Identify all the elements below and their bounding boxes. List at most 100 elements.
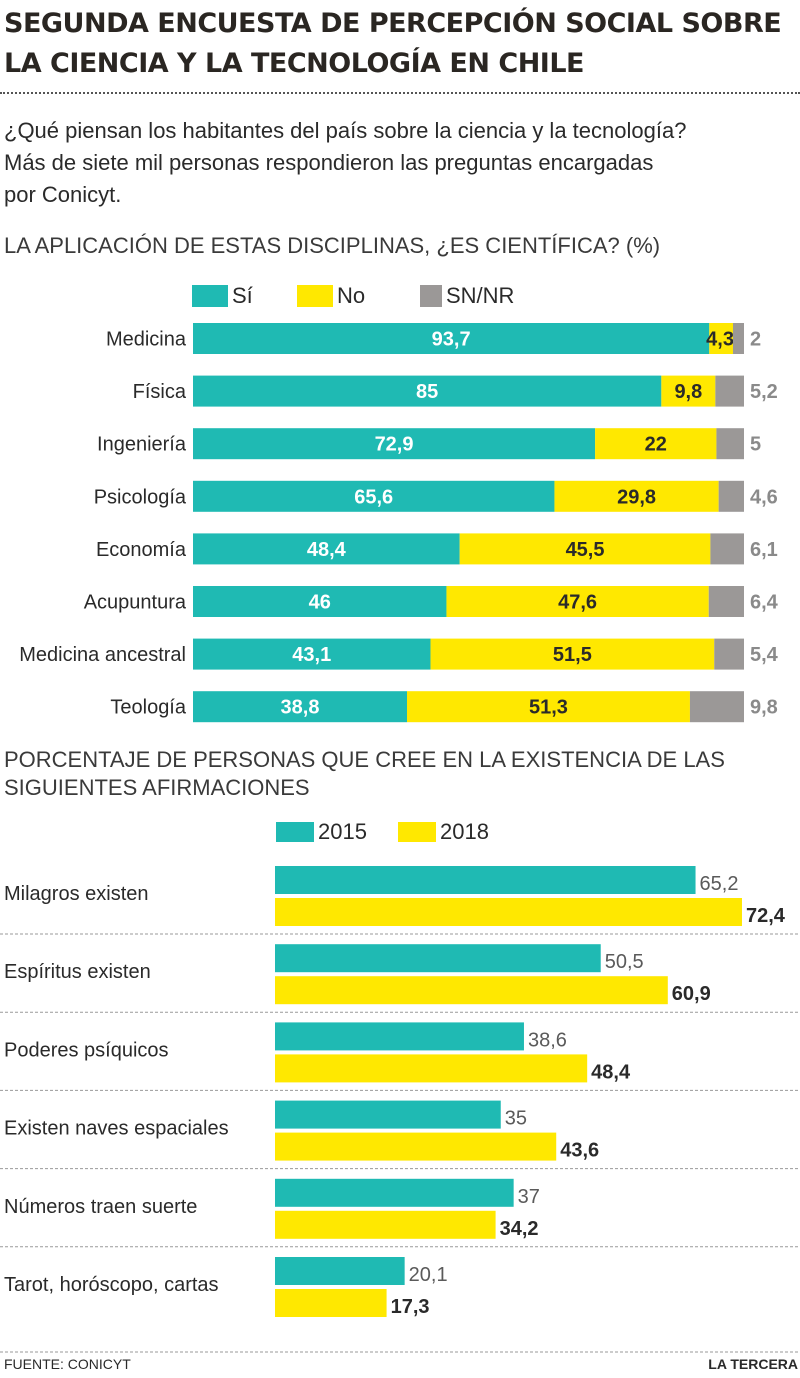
bar-si-economia bbox=[193, 533, 460, 565]
value-label-2018-numeros-traen-suerte: 34,2 bbox=[500, 1218, 539, 1240]
category-label-milagros-existen: Milagros existen bbox=[4, 883, 149, 905]
bar-si-acupuntura bbox=[193, 586, 447, 617]
value-label-no-psicologia: 29,8 bbox=[617, 486, 656, 508]
value-label-2018-milagros-existen: 72,4 bbox=[746, 905, 786, 927]
bar-2015-poderes-psiquicos bbox=[275, 1022, 524, 1051]
bar-sn-nr-ingenieria bbox=[716, 428, 744, 460]
value-label-no-fisica: 9,8 bbox=[674, 381, 702, 403]
category-label-espiritus-existen: Espíritus existen bbox=[4, 961, 151, 983]
section-2-title-text: PORCENTAJE DE PERSONAS QUE CREE EN LA EX… bbox=[4, 747, 725, 800]
bar-si-medicina bbox=[193, 323, 710, 354]
legend-item-snnr: SN/NR bbox=[420, 283, 514, 309]
bar-si-fisica bbox=[193, 375, 662, 407]
value-label-snnr-ingenieria: 5 bbox=[750, 434, 761, 456]
bar-no-economia bbox=[459, 533, 711, 565]
subtitle-line-2: Más de siete mil personas respondieron l… bbox=[4, 150, 654, 175]
bar-2015-tarot-horoscopo-cartas bbox=[275, 1257, 405, 1285]
value-label-2018-poderes-psiquicos: 48,4 bbox=[591, 1061, 631, 1083]
category-label-psicologia: Psicología bbox=[94, 486, 187, 508]
value-label-no-teologia: 51,3 bbox=[529, 697, 568, 719]
bar-no-acupuntura bbox=[446, 586, 709, 617]
bar-no-medicina-ancestral bbox=[430, 638, 715, 670]
title-divider bbox=[0, 92, 800, 94]
legend-item-2015: 2015 bbox=[276, 819, 367, 845]
bar-2018-milagros-existen bbox=[275, 898, 742, 926]
bar-2018-numeros-traen-suerte bbox=[275, 1210, 496, 1239]
value-label-si-teologia: 38,8 bbox=[281, 697, 320, 719]
value-label-snnr-economia: 6,1 bbox=[750, 539, 778, 561]
bar-sn-nr-medicina-ancestral bbox=[714, 638, 744, 670]
category-label-fisica: Física bbox=[133, 381, 187, 403]
legend-swatch-2015 bbox=[276, 822, 314, 842]
bar-no-fisica bbox=[661, 375, 716, 407]
bar-2015-milagros-existen bbox=[275, 866, 696, 894]
legend-swatch-si bbox=[192, 285, 228, 307]
value-label-si-medicina: 93,7 bbox=[432, 329, 471, 351]
category-label-tarot-horoscopo-cartas: Tarot, horóscopo, cartas bbox=[4, 1274, 219, 1296]
category-label-acupuntura: Acupuntura bbox=[84, 592, 187, 614]
bar-si-medicina-ancestral bbox=[193, 638, 431, 670]
bar-2015-existen-naves-espaciales bbox=[275, 1100, 501, 1129]
legend-label-snnr: SN/NR bbox=[446, 283, 515, 308]
value-label-snnr-fisica: 5,2 bbox=[750, 381, 778, 403]
bar-2018-existen-naves-espaciales bbox=[275, 1132, 557, 1161]
value-label-si-psicologia: 65,6 bbox=[354, 486, 393, 508]
bar-sn-nr-economia bbox=[710, 533, 744, 565]
legend-swatch-no bbox=[297, 285, 333, 307]
legend-item-no: No bbox=[297, 283, 365, 309]
bar-sn-nr-medicina bbox=[732, 323, 744, 354]
bar-si-psicologia bbox=[193, 480, 555, 512]
bar-sn-nr-fisica bbox=[715, 375, 744, 407]
value-label-no-medicina-ancestral: 51,5 bbox=[553, 644, 592, 666]
bar-2018-espiritus-existen bbox=[275, 976, 668, 1005]
category-label-teologia: Teología bbox=[110, 697, 186, 719]
category-label-numeros-traen-suerte: Números traen suerte bbox=[4, 1196, 197, 1218]
value-label-no-medicina: 4,3 bbox=[706, 329, 734, 351]
value-label-si-ingenieria: 72,9 bbox=[375, 434, 414, 456]
category-label-ingenieria: Ingeniería bbox=[97, 434, 187, 456]
value-label-si-fisica: 85 bbox=[416, 381, 438, 403]
bar-sn-nr-psicologia bbox=[718, 480, 744, 512]
legend-label-no: No bbox=[337, 283, 366, 308]
bar-no-teologia bbox=[407, 691, 690, 723]
publisher-brand: LA TERCERA bbox=[708, 1356, 798, 1372]
bar-sn-nr-teologia bbox=[689, 691, 744, 723]
bar-2018-poderes-psiquicos bbox=[275, 1054, 588, 1083]
subtitle-line-1: ¿Qué piensan los habitantes del país sob… bbox=[4, 118, 687, 143]
bar-sn-nr-acupuntura bbox=[708, 586, 744, 617]
bar-2018-tarot-horoscopo-cartas bbox=[275, 1289, 387, 1317]
legend-swatch-snnr bbox=[420, 285, 442, 307]
value-label-2015-tarot-horoscopo-cartas: 20,1 bbox=[409, 1264, 448, 1286]
source-note: FUENTE: CONICYT bbox=[4, 1356, 131, 1372]
value-label-2018-espiritus-existen: 60,9 bbox=[672, 983, 711, 1005]
bar-no-ingenieria bbox=[595, 428, 717, 460]
value-label-2015-poderes-psiquicos: 38,6 bbox=[528, 1029, 567, 1051]
value-label-snnr-teologia: 9,8 bbox=[750, 697, 778, 719]
value-label-si-economia: 48,4 bbox=[307, 539, 347, 561]
value-label-si-acupuntura: 46 bbox=[309, 592, 331, 614]
category-label-poderes-psiquicos: Poderes psíquicos bbox=[4, 1039, 169, 1061]
bar-si-ingenieria bbox=[193, 428, 596, 460]
legend-label-si: Sí bbox=[232, 283, 253, 308]
value-label-si-medicina-ancestral: 43,1 bbox=[292, 644, 331, 666]
bar-no-medicina bbox=[709, 323, 733, 354]
value-label-2018-tarot-horoscopo-cartas: 17,3 bbox=[391, 1296, 430, 1318]
category-label-economia: Economía bbox=[96, 539, 187, 561]
category-label-medicina-ancestral: Medicina ancestral bbox=[19, 644, 186, 666]
title-line-1: SEGUNDA ENCUESTA DE PERCEPCIÓN SOCIAL SO… bbox=[4, 8, 782, 39]
value-label-2015-numeros-traen-suerte: 37 bbox=[518, 1186, 540, 1208]
legend-item-si: Sí bbox=[192, 283, 253, 309]
title-line-2: LA CIENCIA Y LA TECNOLOGÍA EN CHILE bbox=[4, 48, 584, 79]
subtitle-line-3: por Conicyt. bbox=[4, 182, 122, 207]
section-2-title: PORCENTAJE DE PERSONAS QUE CREE EN LA EX… bbox=[4, 746, 794, 802]
value-label-snnr-medicina-ancestral: 5,4 bbox=[750, 644, 779, 666]
bar-si-teologia bbox=[193, 691, 408, 723]
value-label-snnr-psicologia: 4,6 bbox=[750, 486, 778, 508]
value-label-no-ingenieria: 22 bbox=[645, 434, 667, 456]
legend-item-2018: 2018 bbox=[398, 819, 489, 845]
subtitle: ¿Qué piensan los habitantes del país sob… bbox=[4, 115, 794, 211]
legend-swatch-2018 bbox=[398, 822, 436, 842]
category-label-existen-naves-espaciales: Existen naves espaciales bbox=[4, 1118, 229, 1140]
value-label-2015-milagros-existen: 65,2 bbox=[700, 873, 739, 895]
